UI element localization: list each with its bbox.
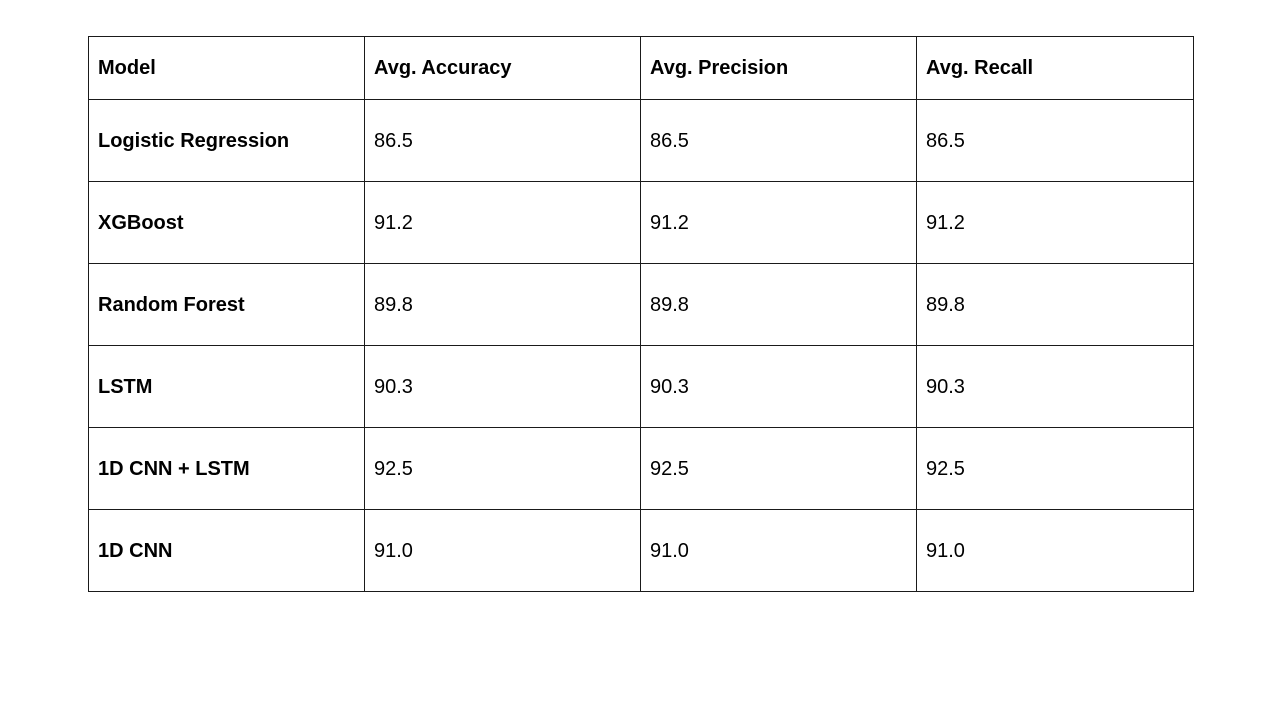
- precision-cell: 89.8: [640, 263, 917, 346]
- header-avg-accuracy: Avg. Accuracy: [364, 36, 641, 100]
- precision-cell: 91.2: [640, 181, 917, 264]
- recall-cell: 90.3: [916, 345, 1194, 428]
- model-name-cell: XGBoost: [88, 181, 365, 264]
- precision-cell: 86.5: [640, 99, 917, 182]
- model-name-cell: LSTM: [88, 345, 365, 428]
- table-row: 1D CNN + LSTM 92.5 92.5 92.5: [88, 427, 1194, 510]
- model-results-table: Model Avg. Accuracy Avg. Precision Avg. …: [88, 36, 1194, 592]
- precision-cell: 91.0: [640, 509, 917, 592]
- recall-cell: 86.5: [916, 99, 1194, 182]
- table-row: Random Forest 89.8 89.8 89.8: [88, 263, 1194, 346]
- model-name-cell: 1D CNN + LSTM: [88, 427, 365, 510]
- recall-cell: 91.0: [916, 509, 1194, 592]
- precision-cell: 90.3: [640, 345, 917, 428]
- precision-cell: 92.5: [640, 427, 917, 510]
- accuracy-cell: 91.0: [364, 509, 641, 592]
- header-model: Model: [88, 36, 365, 100]
- table-row: LSTM 90.3 90.3 90.3: [88, 345, 1194, 428]
- recall-cell: 89.8: [916, 263, 1194, 346]
- recall-cell: 92.5: [916, 427, 1194, 510]
- accuracy-cell: 91.2: [364, 181, 641, 264]
- recall-cell: 91.2: [916, 181, 1194, 264]
- table-row: Logistic Regression 86.5 86.5 86.5: [88, 99, 1194, 182]
- table-header-row: Model Avg. Accuracy Avg. Precision Avg. …: [88, 36, 1194, 100]
- accuracy-cell: 90.3: [364, 345, 641, 428]
- model-name-cell: 1D CNN: [88, 509, 365, 592]
- model-name-cell: Random Forest: [88, 263, 365, 346]
- header-avg-precision: Avg. Precision: [640, 36, 917, 100]
- header-avg-recall: Avg. Recall: [916, 36, 1194, 100]
- model-name-cell: Logistic Regression: [88, 99, 365, 182]
- accuracy-cell: 86.5: [364, 99, 641, 182]
- accuracy-cell: 92.5: [364, 427, 641, 510]
- table-row: XGBoost 91.2 91.2 91.2: [88, 181, 1194, 264]
- accuracy-cell: 89.8: [364, 263, 641, 346]
- table-row: 1D CNN 91.0 91.0 91.0: [88, 509, 1194, 592]
